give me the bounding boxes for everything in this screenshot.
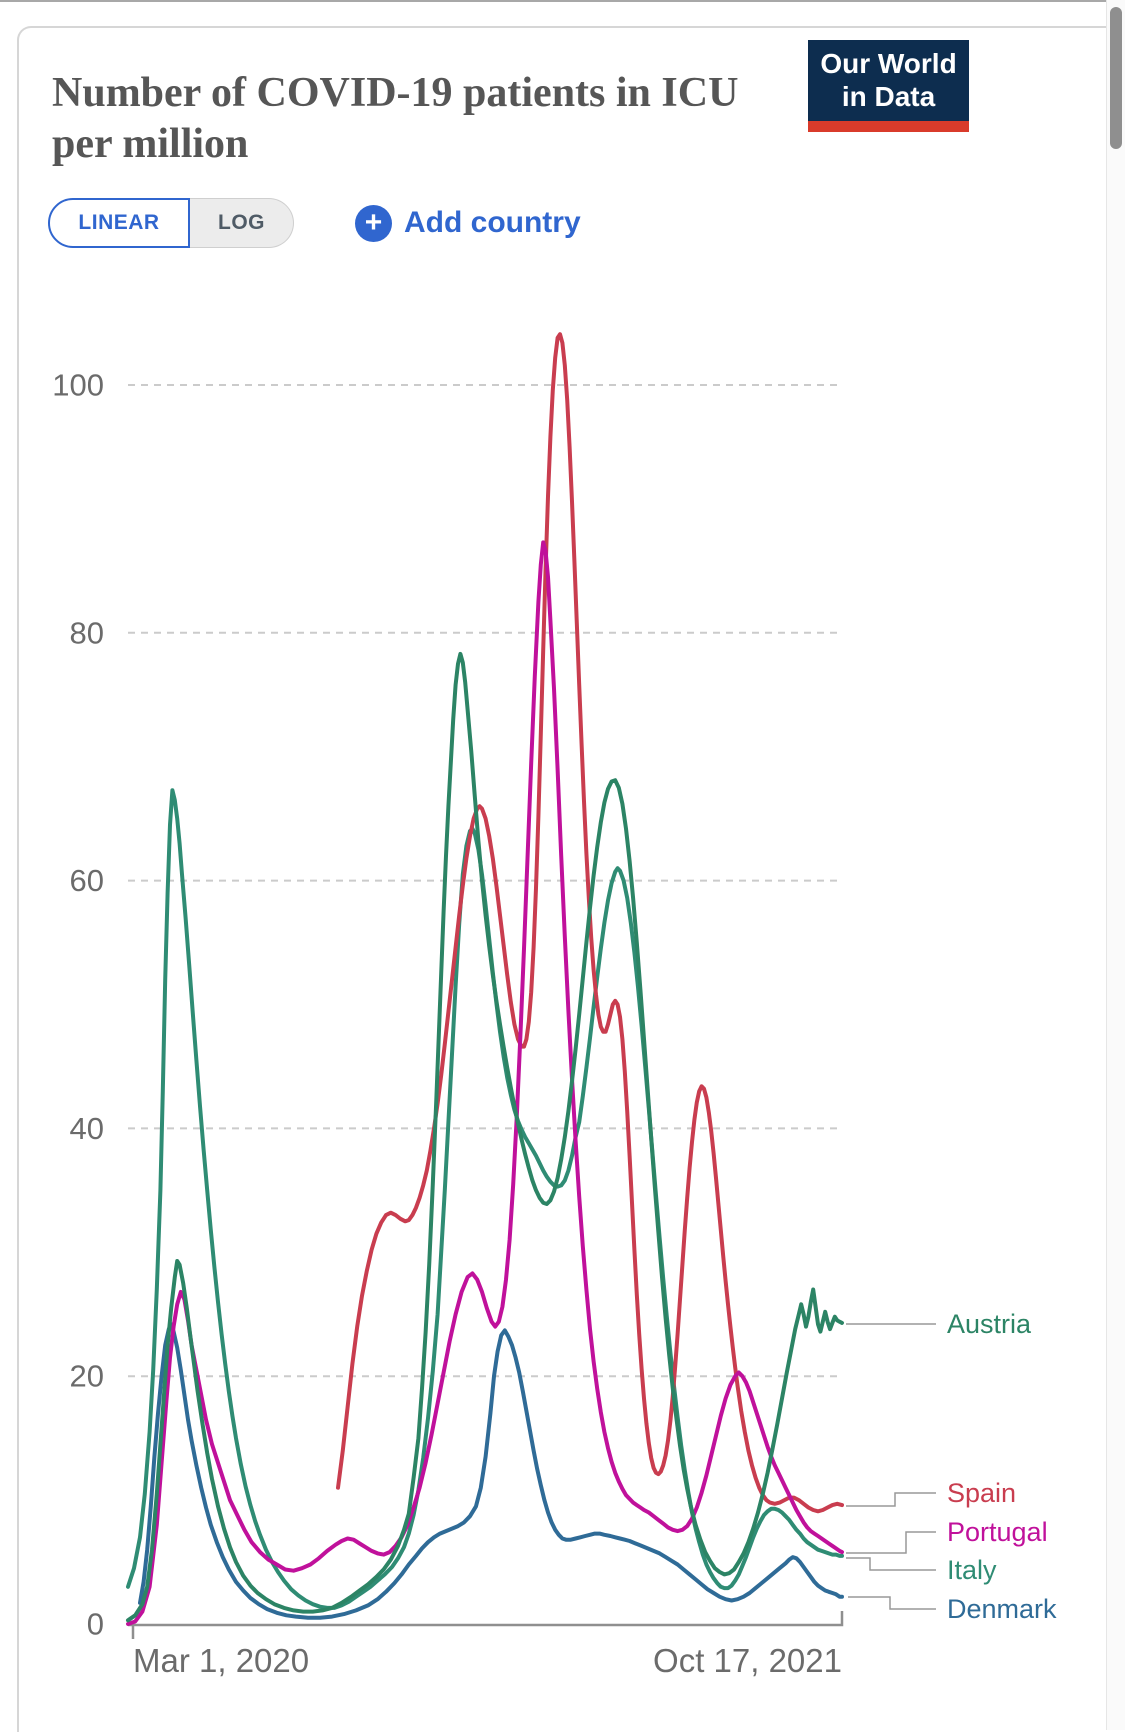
y-tick-label-60: 60 [70, 863, 104, 898]
scale-toggle: LINEAR LOG [48, 198, 294, 248]
scrollbar-thumb[interactable] [1110, 7, 1122, 149]
line-austria[interactable] [126, 651, 844, 1623]
line-spain[interactable] [336, 332, 844, 1514]
line-italy[interactable] [126, 788, 844, 1610]
legend-label-denmark[interactable]: Denmark [947, 1594, 1057, 1624]
line-denmark[interactable] [138, 1322, 844, 1620]
chart-card-border [17, 26, 1109, 1732]
y-tick-label-80: 80 [70, 615, 104, 650]
legend-leader-spain [846, 1492, 936, 1507]
legend-leader-portugal [846, 1531, 936, 1554]
owid-logo-redbar [808, 121, 969, 132]
x-axis [128, 1611, 844, 1639]
y-tick-label-20: 20 [70, 1359, 104, 1394]
owid-logo-text: Our World in Data [808, 40, 969, 121]
page-title: Number of COVID-19 patients in ICU per m… [52, 70, 739, 167]
owid-logo-line2: in Data [841, 80, 936, 112]
owid-logo[interactable]: Our World in Data [808, 40, 969, 132]
log-toggle-button[interactable]: LOG [190, 198, 294, 248]
plus-icon: + [355, 204, 392, 242]
legend-label-spain[interactable]: Spain [947, 1478, 1016, 1508]
legend-label-portugal[interactable]: Portugal [947, 1517, 1048, 1547]
legend-label-austria[interactable]: Austria [947, 1309, 1032, 1339]
line-portugal[interactable] [126, 540, 844, 1626]
y-tick-label-100: 100 [52, 368, 104, 403]
add-country-label: Add country [404, 206, 581, 239]
browser-top-edge [0, 0, 1125, 2]
y-tick-label-0: 0 [87, 1607, 104, 1642]
x-tick-label-end: Oct 17, 2021 [653, 1642, 842, 1679]
owid-logo-line1: Our World [820, 48, 957, 80]
add-country-button[interactable]: + Add country [355, 196, 581, 250]
scrollbar-track[interactable] [1106, 0, 1125, 1730]
y-tick-label-40: 40 [70, 1111, 104, 1146]
legend-leader-italy [846, 1557, 936, 1571]
legend-label-italy[interactable]: Italy [947, 1555, 997, 1585]
legend-leader-denmark [848, 1596, 936, 1610]
linear-toggle-button[interactable]: LINEAR [48, 198, 190, 248]
x-tick-label-start: Mar 1, 2020 [133, 1642, 309, 1679]
